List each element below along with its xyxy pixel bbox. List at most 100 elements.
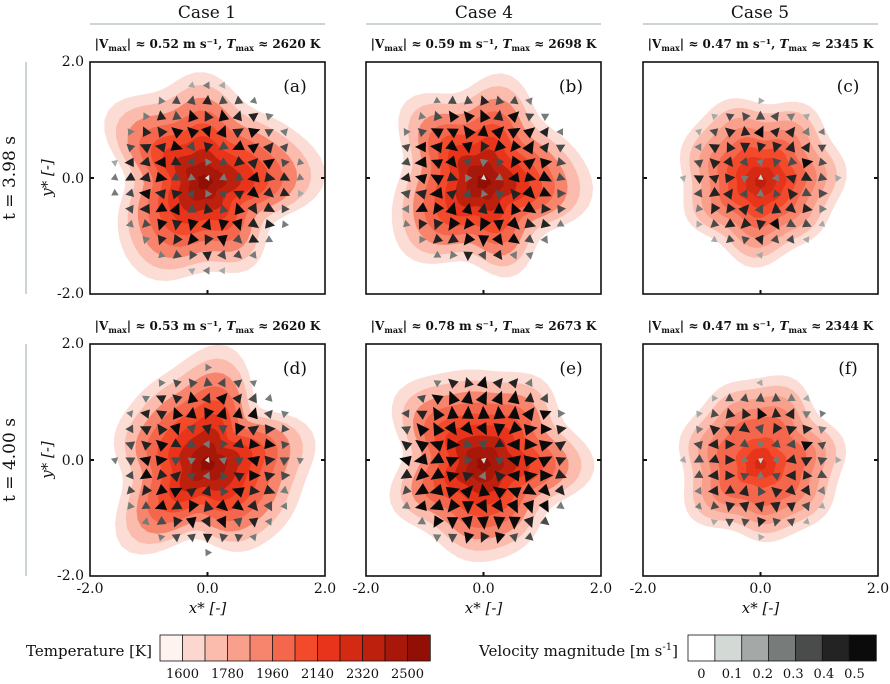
velocity-colorbar-cell xyxy=(848,634,877,662)
velocity-arrow xyxy=(415,189,427,200)
velocity-arrow xyxy=(156,516,167,525)
velocity-arrow xyxy=(522,140,534,155)
velocity-arrow xyxy=(447,95,457,104)
velocity-arrow xyxy=(556,128,563,136)
velocity-arrow xyxy=(142,126,152,137)
velocity-arrow xyxy=(203,203,214,215)
velocity-arrow xyxy=(492,486,507,499)
velocity-arrow xyxy=(448,533,458,543)
velocity-arrow xyxy=(218,95,228,105)
velocity-arrow xyxy=(158,96,166,105)
velocity-arrow xyxy=(785,174,797,184)
velocity-arrow xyxy=(447,233,459,244)
row-labels: t = 3.98 s t = 4.00 s xyxy=(0,62,27,576)
velocity-arrow xyxy=(538,499,549,513)
velocity-arrow xyxy=(433,406,445,421)
velocity-arrow xyxy=(802,411,811,419)
velocity-arrow xyxy=(216,125,227,138)
velocity-arrow xyxy=(110,457,119,465)
temperature-colorbar-cell xyxy=(204,634,229,662)
tmax-sub: max xyxy=(511,43,530,53)
velocity-arrow xyxy=(772,422,783,435)
xlabel: x* [-] xyxy=(189,599,227,617)
velocity-arrow xyxy=(477,516,489,530)
velocity-arrow xyxy=(448,378,459,389)
velocity-arrow xyxy=(802,113,810,121)
velocity-arrow xyxy=(507,127,521,139)
panel-c: |Vmax| ≈ 0.47 m s⁻¹, Tmax ≈ 2345 K(c) xyxy=(642,37,879,295)
vmax-value: ≈ 0.52 m s⁻¹, xyxy=(135,37,226,51)
velocity-arrow xyxy=(818,128,825,136)
velocity-arrow xyxy=(202,440,210,449)
velocity-arrow xyxy=(124,157,134,168)
velocity-arrow xyxy=(524,392,535,403)
velocity-arrow xyxy=(523,424,538,436)
velocity-tick-label: 0.2 xyxy=(752,667,773,682)
velocity-arrow xyxy=(156,469,168,480)
velocity-arrow xyxy=(756,251,763,259)
velocity-arrow xyxy=(817,469,828,478)
velocity-arrow xyxy=(461,515,473,530)
velocity-arrow xyxy=(169,423,181,436)
velocity-arrow xyxy=(218,457,228,465)
tmax-symbol: T xyxy=(227,319,237,333)
temperature-tick-label: 1600 xyxy=(166,667,199,682)
velocity-arrow xyxy=(818,157,828,167)
temperature-colorbar-cell xyxy=(159,634,184,662)
temperature-colorbar-cell xyxy=(182,634,206,662)
velocity-arrow xyxy=(203,377,213,387)
velocity-arrow xyxy=(218,267,226,275)
velocity-arrow xyxy=(414,500,427,511)
velocity-arrow xyxy=(463,251,473,262)
velocity-arrow xyxy=(429,142,443,154)
velocity-arrow xyxy=(757,407,768,420)
velocity-arrow xyxy=(169,202,180,216)
velocity-arrow xyxy=(742,408,752,420)
ytick-label: -2.0 xyxy=(57,568,84,584)
velocity-arrow xyxy=(400,172,411,183)
velocity-arrow xyxy=(524,378,533,387)
velocity-arrow xyxy=(157,218,168,231)
velocity-arrow xyxy=(477,203,488,215)
velocity-arrow xyxy=(495,189,505,200)
velocity-arrow xyxy=(693,454,704,463)
velocity-arrow xyxy=(201,424,212,435)
velocity-arrow xyxy=(249,380,257,388)
velocity-arrow xyxy=(708,144,720,154)
velocity-arrow xyxy=(233,472,245,482)
velocity-arrow xyxy=(525,97,533,106)
velocity-arrow xyxy=(429,440,444,452)
velocity-arrow xyxy=(401,204,410,214)
panel-e: |Vmax| ≈ 0.78 m s⁻¹, Tmax ≈ 2673 K(e)-2.… xyxy=(353,319,613,617)
velocity-arrow xyxy=(508,378,519,389)
temperature-colorbar: Temperature [K] 1600 1780 1960 2140 2320 2500 xyxy=(26,634,431,682)
velocity-arrow xyxy=(476,376,488,389)
velocity-arrow xyxy=(524,532,534,541)
xtick-label: -2.0 xyxy=(353,581,380,597)
velocity-arrow xyxy=(431,394,444,405)
velocity-arrow xyxy=(802,219,812,228)
velocity-arrow xyxy=(172,249,182,259)
velocity-arrow xyxy=(479,158,489,167)
velocity-arrow xyxy=(281,440,290,450)
velocity-arrow xyxy=(709,128,719,137)
xtick-label: 2.0 xyxy=(314,581,336,597)
velocity-arrow xyxy=(433,422,445,437)
velocity-arrow xyxy=(262,158,275,170)
tmax-value: ≈ 2620 K xyxy=(254,319,321,333)
velocity-arrow xyxy=(158,534,166,542)
velocity-arrow xyxy=(445,155,457,168)
velocity-arrow xyxy=(491,390,503,405)
velocity-arrow xyxy=(461,202,473,215)
velocity-arrow xyxy=(154,189,166,200)
velocity-arrow xyxy=(817,457,828,466)
velocity-arrow xyxy=(712,395,719,402)
velocity-arrow xyxy=(402,485,412,495)
velocity-arrow xyxy=(220,486,229,497)
tmax-sub: max xyxy=(788,325,807,335)
velocity-arrow xyxy=(247,202,258,215)
velocity-arrow xyxy=(755,110,766,120)
velocity-arrow xyxy=(281,220,289,229)
velocity-arrow xyxy=(217,249,227,260)
velocity-label-end: ] xyxy=(672,642,678,660)
